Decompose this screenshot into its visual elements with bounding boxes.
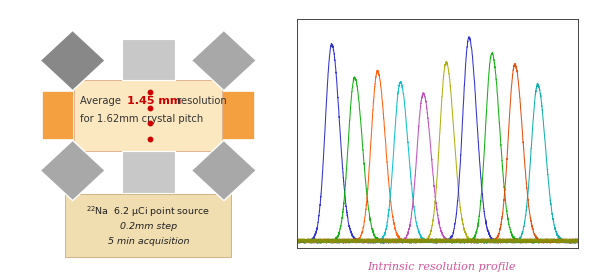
Polygon shape [192,30,256,91]
Polygon shape [192,140,256,201]
Polygon shape [40,30,105,91]
Text: resolution: resolution [174,96,227,106]
Text: 1.45 mm: 1.45 mm [127,96,181,106]
FancyBboxPatch shape [65,194,231,257]
FancyBboxPatch shape [122,151,175,192]
FancyBboxPatch shape [122,39,175,80]
Text: for 1.62mm crystal pitch: for 1.62mm crystal pitch [80,114,203,124]
Text: 0.2mm step: 0.2mm step [120,222,177,231]
Text: $^{22}$Na  6.2 μCi point source: $^{22}$Na 6.2 μCi point source [86,204,211,219]
Polygon shape [40,140,105,201]
FancyBboxPatch shape [74,80,222,151]
Text: Intrinsic resolution profile: Intrinsic resolution profile [368,262,516,272]
FancyBboxPatch shape [222,91,255,140]
Text: Average: Average [80,96,124,106]
FancyBboxPatch shape [42,91,74,140]
Text: 5 min acquisition: 5 min acquisition [107,238,189,246]
